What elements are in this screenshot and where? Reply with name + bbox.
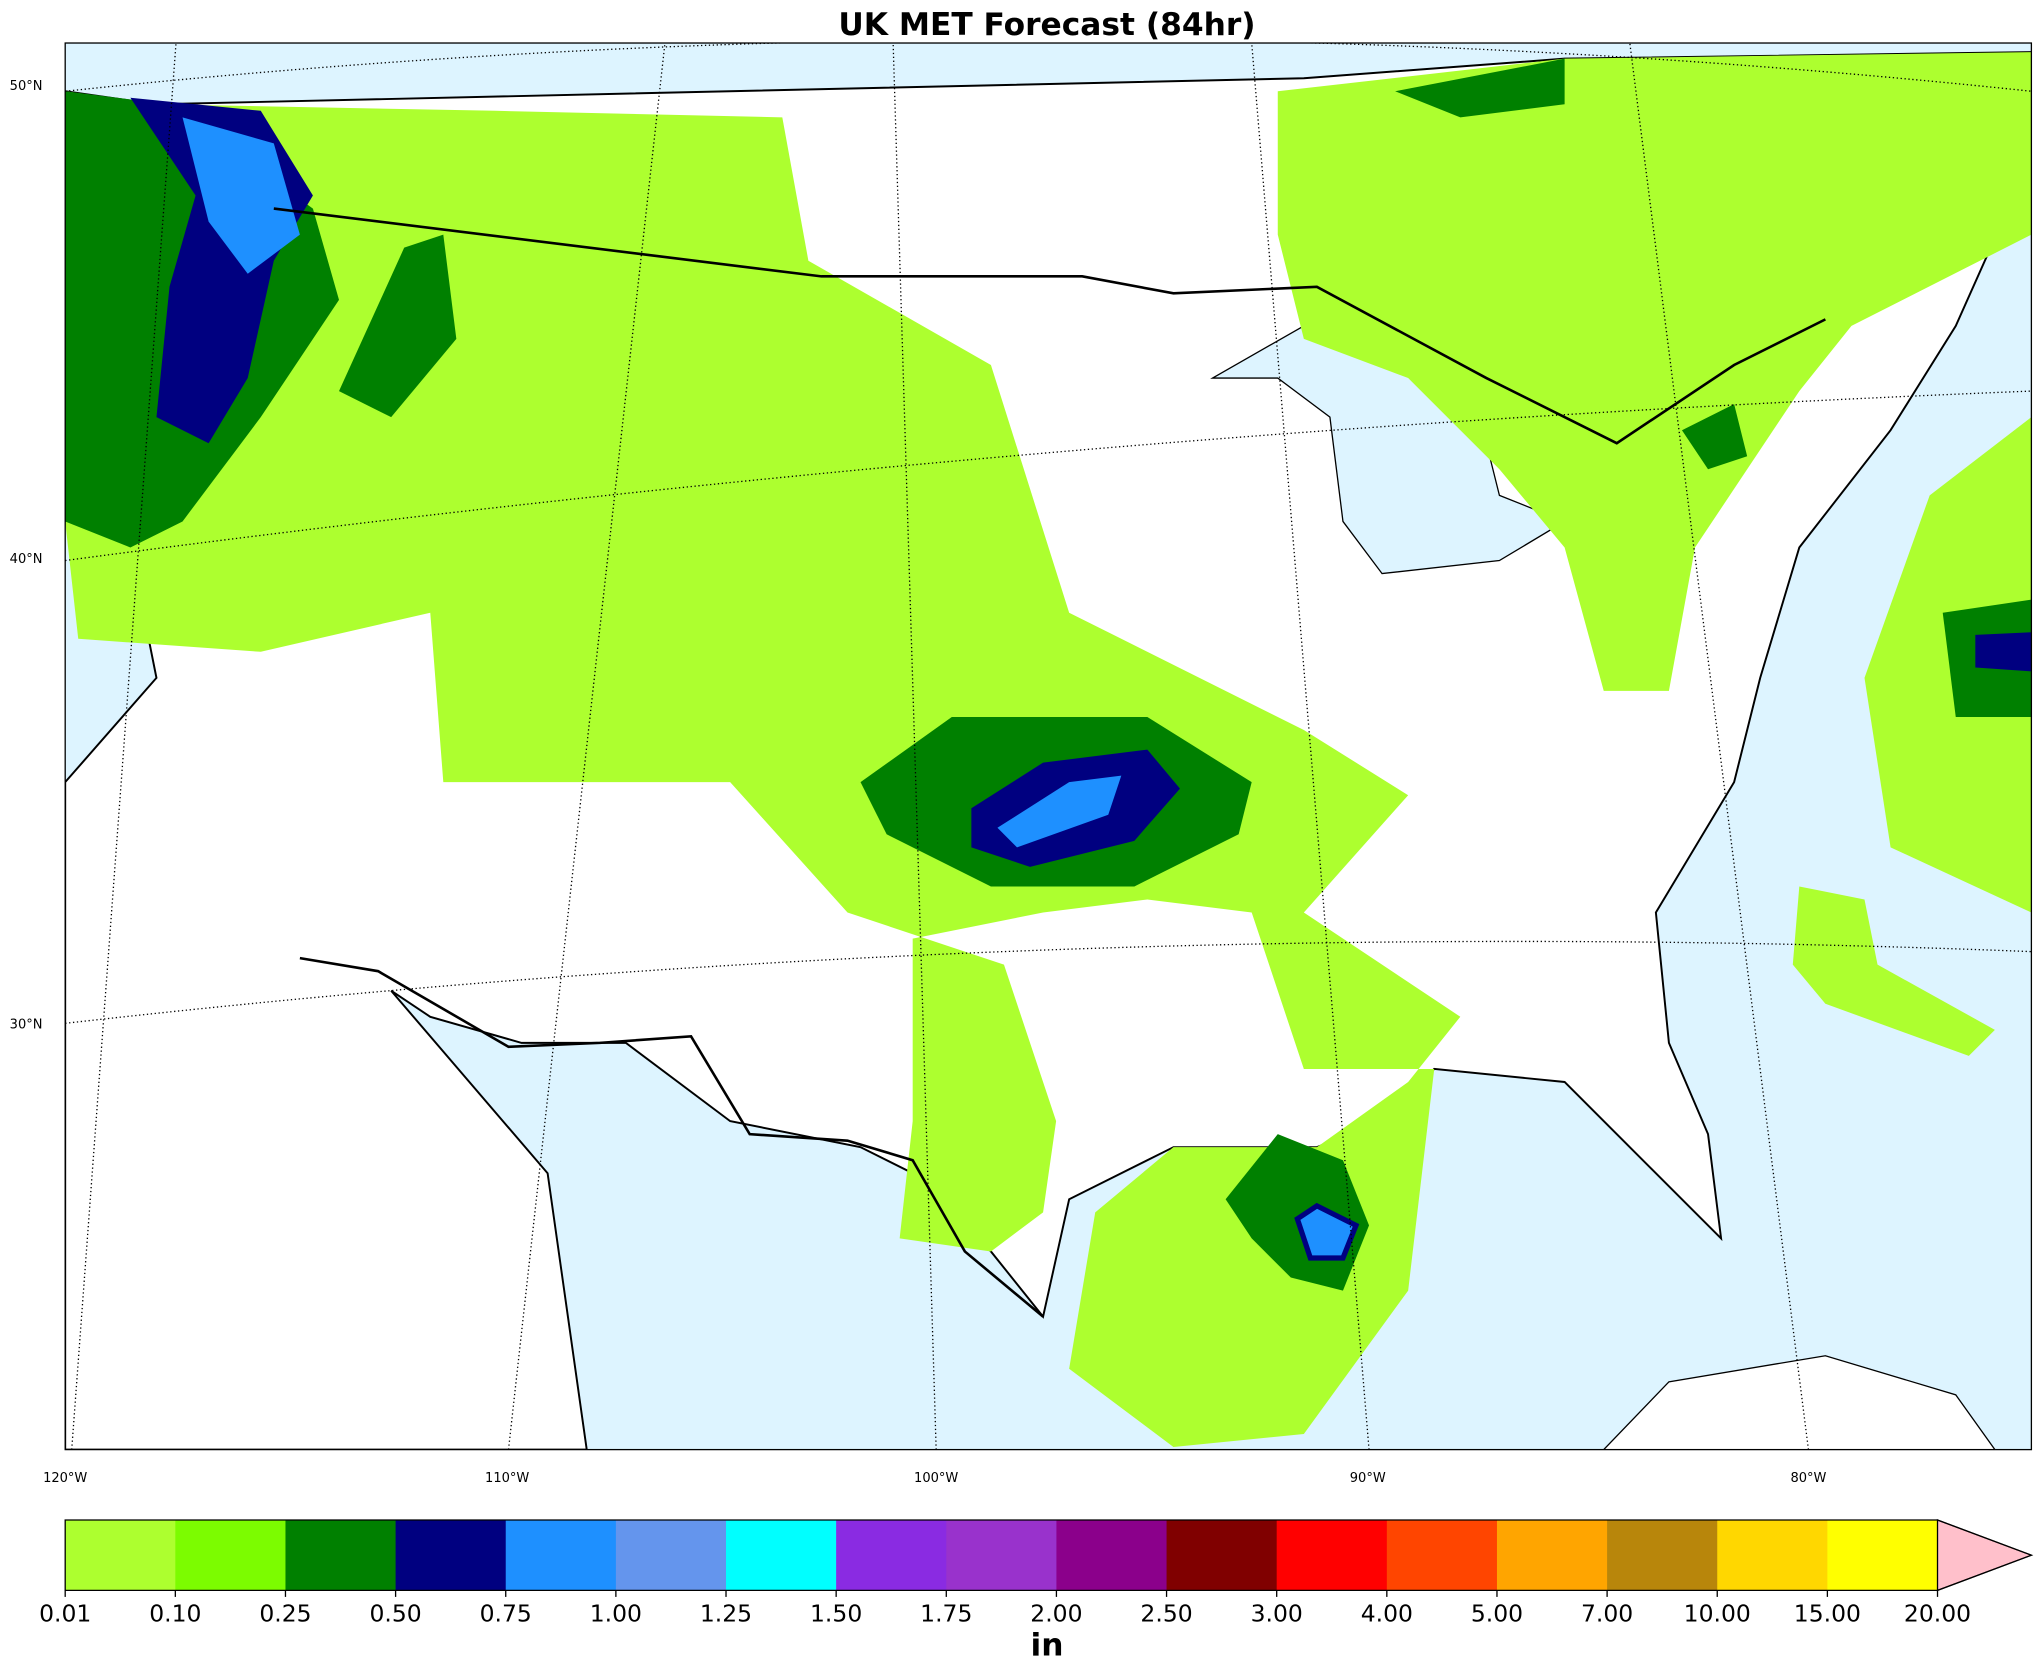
lon-label: 90°W — [1350, 1471, 1386, 1486]
precip-louisiana-core — [1294, 1202, 1360, 1261]
lon-labels: 120°W 110°W 100°W 90°W 80°W — [43, 1471, 1826, 1486]
colorbar-swatch — [175, 1519, 287, 1591]
precip-atlantic-south — [1792, 886, 1995, 1056]
colorbar-label: 0.75 — [480, 1600, 532, 1628]
colorbar-swatch — [65, 1519, 176, 1591]
colorbar-swatch — [946, 1519, 1058, 1591]
colorbar-swatch — [1717, 1519, 1829, 1591]
colorbar-swatch — [1496, 1519, 1608, 1591]
colorbar-swatch — [615, 1519, 727, 1591]
cuba — [1602, 1355, 1996, 1450]
colorbar-frame — [64, 1519, 2034, 1592]
colorbar-swatch — [1166, 1519, 1278, 1591]
colorbar-swatch — [726, 1519, 837, 1591]
graticule — [65, 43, 2032, 1450]
colorbar-label: 0.25 — [259, 1600, 311, 1628]
colorbar-swatch — [836, 1519, 947, 1591]
lon-label: 80°W — [1790, 1471, 1826, 1486]
colorbar-label: 10.00 — [1684, 1600, 1751, 1628]
colorbar-label: 0.10 — [149, 1600, 201, 1628]
borders — [273, 207, 1826, 1318]
colorbar-label: 0.50 — [369, 1600, 421, 1628]
colorbar-label: 20.00 — [1904, 1600, 1971, 1628]
colorbar-swatch — [1386, 1519, 1498, 1591]
colorbar-label: 7.00 — [1581, 1600, 1633, 1628]
colorbar-label: 2.00 — [1030, 1600, 1082, 1628]
precip-west — [65, 91, 1461, 1447]
colorbar-swatch — [285, 1519, 397, 1591]
colorbar-label: 2.50 — [1140, 1600, 1192, 1628]
precip-atlantic — [1864, 417, 2032, 913]
colorbar-label: 0.01 — [39, 1600, 91, 1628]
lon-label: 110°W — [485, 1471, 529, 1486]
map-frame — [64, 42, 2033, 1451]
lon-label: 120°W — [43, 1471, 87, 1486]
precip-idaho — [339, 234, 457, 418]
colorbar: 0.01 0.10 0.25 0.50 0.75 1.00 1.25 1.50 1.75 2.00… — [39, 1519, 2034, 1664]
lat-label: 50°N — [10, 79, 43, 94]
colorbar-label: 1.25 — [700, 1600, 752, 1628]
colorbar-swatch — [1827, 1519, 1939, 1591]
colorbar-swatch — [1056, 1519, 1168, 1591]
precip-kansas-peak — [997, 775, 1122, 848]
title: UK MET Forecast (84hr) — [838, 7, 1255, 43]
precip-newyork — [1681, 404, 1748, 470]
colorbar-label: 4.00 — [1361, 1600, 1413, 1628]
colorbar-swatch — [395, 1519, 507, 1591]
colorbar-extend — [1936, 1519, 2034, 1592]
colorbar-label: 3.00 — [1251, 1600, 1303, 1628]
colorbar-swatch — [1607, 1519, 1718, 1591]
precip-northeast — [1277, 52, 2032, 691]
lat-label: 40°N — [10, 552, 43, 567]
lat-label: 30°N — [10, 1018, 43, 1033]
colorbar-label: 1.75 — [920, 1600, 972, 1628]
colorbar-unit: in — [1030, 1628, 1063, 1664]
precip-quebec — [1395, 58, 1565, 118]
lon-label: 100°W — [914, 1471, 958, 1486]
precip-pacnw-peak — [182, 117, 300, 274]
precip-offshore-core — [1975, 632, 2032, 672]
lat-labels: 50°N 40°N 30°N — [10, 79, 43, 1033]
colorbar-swatch — [505, 1519, 617, 1591]
colorbar-swatch — [1276, 1519, 1388, 1591]
colorbar-label: 1.00 — [590, 1600, 642, 1628]
map — [65, 43, 2032, 1450]
colorbar-label: 1.50 — [810, 1600, 862, 1628]
colorbar-label: 5.00 — [1471, 1600, 1523, 1628]
colorbar-label: 15.00 — [1794, 1600, 1861, 1628]
